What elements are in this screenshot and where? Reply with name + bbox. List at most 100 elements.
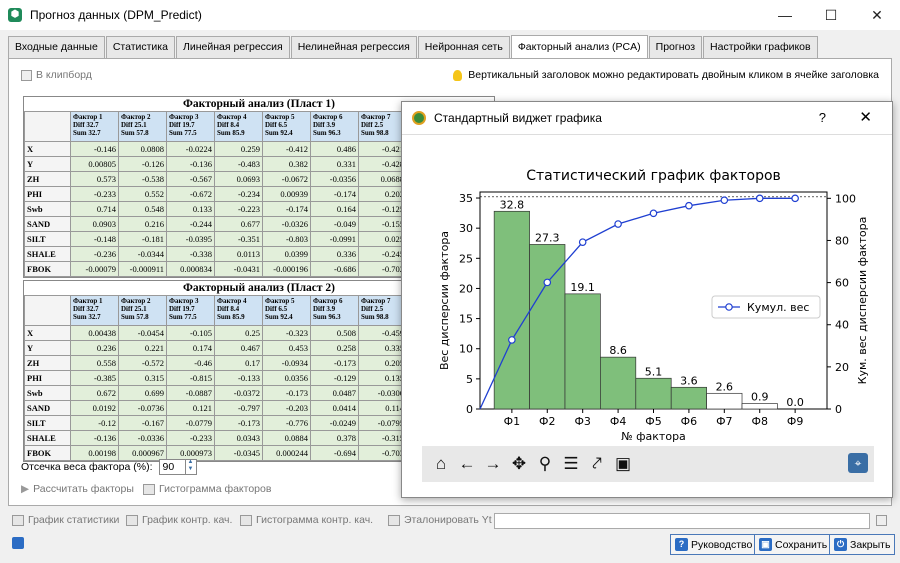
factor-histogram-button[interactable]: Гистограмма факторов bbox=[143, 483, 271, 495]
table-cell[interactable]: -0.351 bbox=[214, 231, 263, 247]
table-cell[interactable]: 0.0693 bbox=[214, 171, 263, 187]
table-cell[interactable]: -0.136 bbox=[70, 430, 119, 446]
maximize-button[interactable]: ☐ bbox=[824, 6, 838, 23]
table-cell[interactable]: -0.173 bbox=[310, 355, 359, 371]
table-cell[interactable]: 0.00438 bbox=[70, 325, 119, 341]
table-cell[interactable]: 0.25 bbox=[214, 325, 263, 341]
tab-7[interactable]: Настройки графиков bbox=[703, 36, 818, 58]
table-cell[interactable]: -0.00079 bbox=[70, 261, 119, 277]
table-cell[interactable]: -0.672 bbox=[166, 186, 215, 202]
table-cell[interactable]: -0.173 bbox=[262, 385, 311, 401]
table-cell[interactable]: -0.125 bbox=[358, 201, 407, 217]
table-cell[interactable]: -0.0224 bbox=[166, 141, 215, 157]
tab-4[interactable]: Нейронная сеть bbox=[417, 36, 510, 58]
table-cell[interactable]: -0.233 bbox=[70, 186, 119, 202]
tab-3[interactable]: Нелинейная регрессия bbox=[290, 36, 417, 58]
table-cell[interactable]: -0.421 bbox=[358, 141, 407, 157]
table-cell[interactable]: -0.694 bbox=[310, 445, 359, 461]
table-cell[interactable]: -0.428 bbox=[358, 156, 407, 172]
table-cell[interactable]: -0.0795 bbox=[358, 415, 407, 431]
table-cell[interactable]: 0.133 bbox=[166, 201, 215, 217]
table-cell[interactable]: -0.0779 bbox=[166, 415, 215, 431]
ctrl-chart-button[interactable]: График контр. кач. bbox=[126, 514, 232, 526]
table-cell[interactable]: -0.12 bbox=[70, 415, 119, 431]
table-cell[interactable]: -0.0326 bbox=[262, 216, 311, 232]
table-cell[interactable]: 0.336 bbox=[310, 246, 359, 262]
table-cell[interactable]: 0.677 bbox=[214, 216, 263, 232]
ctrl-hist-button[interactable]: Гистограмма контр. кач. bbox=[240, 514, 373, 526]
save-figure-icon[interactable]: ▣ bbox=[614, 454, 632, 473]
table-cell[interactable]: 0.00198 bbox=[70, 445, 119, 461]
table-cell[interactable]: 0.205 bbox=[358, 355, 407, 371]
table-cell[interactable]: 0.17 bbox=[214, 355, 263, 371]
stat-chart-button[interactable]: График статистики bbox=[12, 514, 119, 526]
table-cell[interactable]: -0.46 bbox=[166, 355, 215, 371]
column-header[interactable]: Фактор 5 Diff 6.5 Sum 92.4 bbox=[262, 111, 311, 142]
table-cell[interactable]: 0.000834 bbox=[166, 261, 215, 277]
table-cell[interactable]: -0.174 bbox=[310, 186, 359, 202]
spin-down-icon[interactable]: ▼ bbox=[187, 466, 194, 472]
table-cell[interactable]: 0.0903 bbox=[70, 216, 119, 232]
table-cell[interactable]: -0.234 bbox=[214, 186, 263, 202]
table-cell[interactable]: -0.223 bbox=[214, 201, 263, 217]
table-cell[interactable]: 0.0808 bbox=[118, 141, 167, 157]
table-cell[interactable]: 0.331 bbox=[310, 156, 359, 172]
dialog-help-button[interactable]: ? bbox=[818, 110, 826, 125]
table-cell[interactable]: 0.573 bbox=[70, 171, 119, 187]
column-header[interactable]: Фактор 7 Diff 2.5 Sum 98.8 bbox=[358, 111, 407, 142]
column-header[interactable]: Фактор 5 Diff 6.5 Sum 92.4 bbox=[262, 295, 311, 326]
table-cell[interactable]: 0.164 bbox=[310, 201, 359, 217]
table-cell[interactable]: -0.0306 bbox=[358, 385, 407, 401]
table-cell[interactable]: 0.0884 bbox=[262, 430, 311, 446]
table-cell[interactable]: -0.0249 bbox=[310, 415, 359, 431]
table-cell[interactable]: 0.714 bbox=[70, 201, 119, 217]
table-cell[interactable]: -0.0336 bbox=[118, 430, 167, 446]
table-cell[interactable]: -0.203 bbox=[262, 400, 311, 416]
edit-axis-icon[interactable]: ⤤ bbox=[592, 454, 602, 473]
clipboard-button[interactable]: В клипборд bbox=[21, 69, 92, 81]
table-cell[interactable]: 0.259 bbox=[214, 141, 263, 157]
table-cell[interactable]: 0.221 bbox=[118, 340, 167, 356]
table-cell[interactable]: 0.672 bbox=[70, 385, 119, 401]
tab-1[interactable]: Статистика bbox=[105, 36, 175, 58]
column-header[interactable]: Фактор 6 Diff 3.9 Sum 96.3 bbox=[310, 295, 359, 326]
table-cell[interactable]: -0.174 bbox=[262, 201, 311, 217]
table-cell[interactable]: 0.552 bbox=[118, 186, 167, 202]
table-cell[interactable]: -0.0672 bbox=[262, 171, 311, 187]
pan-icon[interactable]: ✥ bbox=[511, 454, 527, 473]
table-cell[interactable]: 0.258 bbox=[310, 340, 359, 356]
table-cell[interactable]: -0.181 bbox=[118, 231, 167, 247]
tab-5[interactable]: Факторный анализ (PCA) bbox=[510, 35, 648, 58]
table-cell[interactable]: -0.0887 bbox=[166, 385, 215, 401]
table-cell[interactable]: -0.797 bbox=[214, 400, 263, 416]
column-header[interactable]: Фактор 1 Diff 32.7 Sum 32.7 bbox=[70, 295, 119, 326]
table-cell[interactable]: -0.167 bbox=[118, 415, 167, 431]
table-cell[interactable]: -0.0344 bbox=[118, 246, 167, 262]
table-cell[interactable]: 0.558 bbox=[70, 355, 119, 371]
minimize-button[interactable]: — bbox=[778, 7, 792, 23]
column-header[interactable]: Фактор 2 Diff 25.1 Sum 57.8 bbox=[118, 295, 167, 326]
table-cell[interactable]: 0.114 bbox=[358, 400, 407, 416]
table-cell[interactable]: 0.0343 bbox=[214, 430, 263, 446]
subplots-config-icon[interactable]: ☰ bbox=[563, 454, 579, 473]
table-cell[interactable]: -0.0372 bbox=[214, 385, 263, 401]
table-cell[interactable]: -0.703 bbox=[358, 445, 407, 461]
table-cell[interactable]: -0.412 bbox=[262, 141, 311, 157]
table-cell[interactable]: 0.000244 bbox=[262, 445, 311, 461]
spin-up-icon[interactable]: ▲ bbox=[187, 459, 194, 465]
dialog-close-button[interactable]: ✕ bbox=[859, 109, 872, 126]
cutoff-spinbox[interactable]: 90 ▲ ▼ bbox=[158, 459, 197, 475]
table-cell[interactable]: -0.000911 bbox=[118, 261, 167, 277]
calc-factors-button[interactable]: ▶ Рассчитать факторы bbox=[21, 483, 134, 495]
guide-button[interactable]: ? Руководство bbox=[670, 534, 758, 555]
table-cell[interactable]: 0.00939 bbox=[262, 186, 311, 202]
table-cell[interactable]: -0.126 bbox=[118, 156, 167, 172]
zoom-icon[interactable]: ⚲ bbox=[538, 454, 552, 473]
table-cell[interactable]: -0.338 bbox=[166, 246, 215, 262]
back-arrow-icon[interactable]: ← bbox=[458, 454, 476, 473]
table-cell[interactable]: -0.572 bbox=[118, 355, 167, 371]
table-cell[interactable]: 0.00805 bbox=[70, 156, 119, 172]
table-cell[interactable]: -0.148 bbox=[70, 231, 119, 247]
table-cell[interactable]: -0.105 bbox=[166, 325, 215, 341]
table-cell[interactable]: -0.803 bbox=[262, 231, 311, 247]
